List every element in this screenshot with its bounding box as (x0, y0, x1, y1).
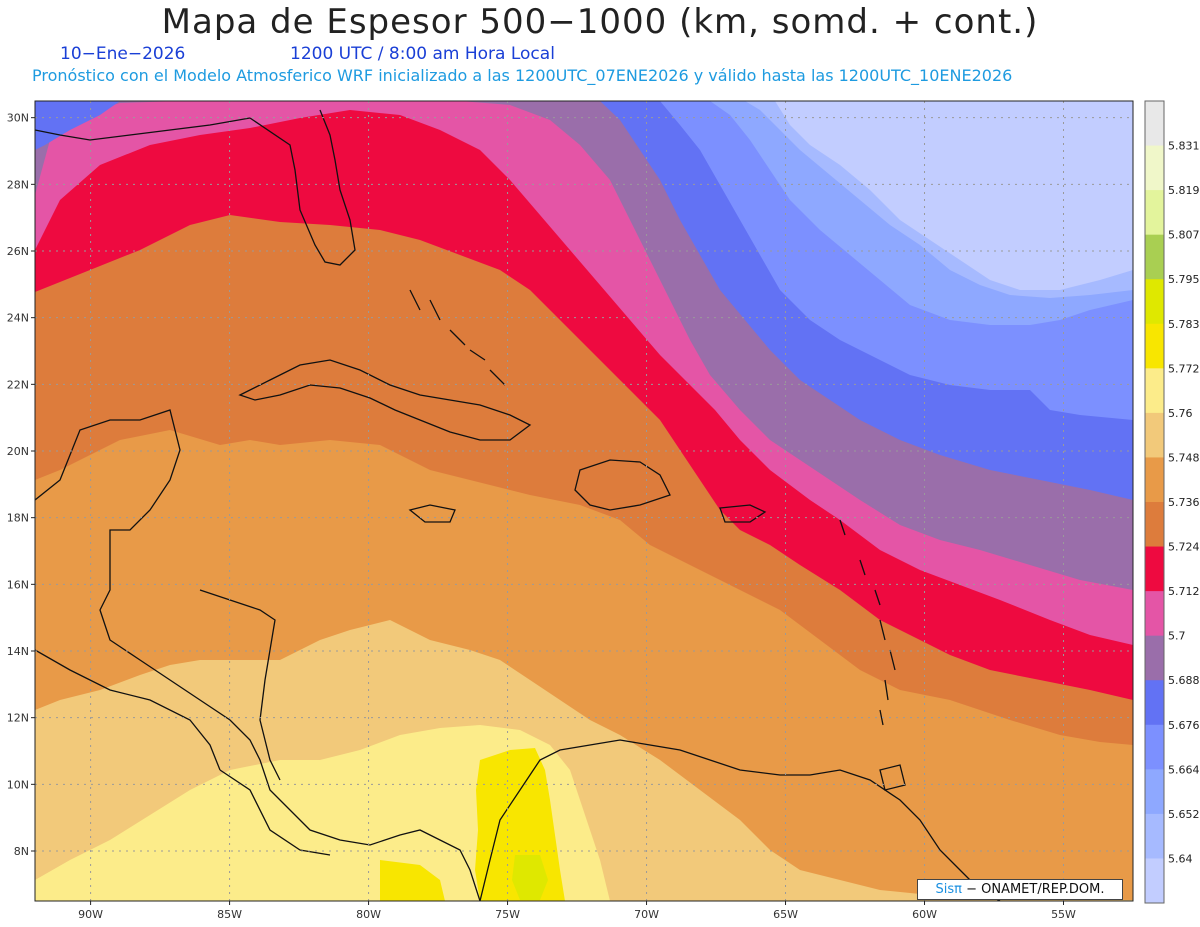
coast-puertorico (719, 504, 767, 523)
credit-brand: Sisπ (935, 882, 962, 897)
coast-hispaniola (574, 459, 671, 511)
colorbar-label: 5.795 (1168, 273, 1200, 286)
lon-tick-label: 80W (356, 908, 381, 921)
map-frame (34, 100, 1134, 902)
page-title: Mapa de Espesor 500−1000 (km, somd. + co… (161, 2, 1039, 42)
coast-antilles (839, 519, 896, 726)
colorbar-swatch (1145, 234, 1164, 280)
coast-florida (249, 109, 356, 266)
colorbar-swatch (1145, 635, 1164, 681)
colorbar-swatch (1145, 368, 1164, 414)
lat-tick-label: 28N (7, 178, 29, 191)
date-label: 10−Ene−2026 (60, 44, 186, 64)
coast-mexico-pacific (35, 649, 221, 771)
colorbar-swatch (1145, 769, 1164, 815)
colorbar-swatch (1145, 412, 1164, 458)
fill-5783 (512, 855, 548, 900)
colorbar-label: 5.724 (1168, 541, 1200, 554)
colorbar-swatch (1145, 502, 1164, 548)
fill-5628 (760, 101, 1133, 290)
colorbar-label: 5.783 (1168, 318, 1200, 331)
colorbar: 5.64 5.652 5.664 5.676 5.688 5.7 5.712 5.724 5.7… (1144, 100, 1200, 904)
coast-bahamas (409, 289, 506, 386)
graticule (35, 101, 1133, 901)
colorbar-label: 5.688 (1168, 674, 1200, 687)
lat-tick-label: 16N (7, 578, 29, 591)
colorbar-label: 5.831 (1168, 140, 1200, 153)
coast-honduras (199, 589, 281, 781)
colorbar-swatch (1145, 101, 1164, 147)
colorbar-label: 5.748 (1168, 451, 1200, 464)
lat-tick-label: 14N (7, 645, 29, 658)
colorbar-swatch (1145, 546, 1164, 592)
fill-5688-corner (35, 101, 120, 150)
colorbar-label: 5.712 (1168, 585, 1200, 598)
colorbar-label: 5.664 (1168, 763, 1200, 776)
lat-tick-label: 30N (7, 112, 29, 125)
colorbar-label: 5.676 (1168, 719, 1200, 732)
lon-tick-label: 55W (1051, 908, 1076, 921)
lat-tick-label: 24N (7, 312, 29, 325)
colorbar-label: 5.819 (1168, 184, 1200, 197)
colorbar-swatch (1145, 323, 1164, 369)
lat-tick-label: 10N (7, 778, 29, 791)
colorbar-swatch (1145, 858, 1164, 904)
lat-tick-label: 12N (7, 712, 29, 725)
lon-tick-label: 70W (634, 908, 659, 921)
colorbar-swatch (1145, 680, 1164, 726)
lat-tick-label: 20N (7, 445, 29, 458)
lon-tick-labels: 90W 85W 80W 75W 70W 65W 60W 55W (78, 901, 1076, 921)
fill-5760 (35, 725, 610, 901)
lon-tick-label: 85W (217, 908, 242, 921)
lat-tick-label: 26N (7, 245, 29, 258)
thickness-fill (35, 101, 1133, 901)
fill-5772-panama (380, 860, 445, 901)
coast-yucatan (35, 409, 481, 901)
lat-tick-label: 18N (7, 512, 29, 525)
coast-cuba (238, 359, 532, 441)
fill-5748-spot (590, 800, 630, 845)
time-label: 1200 UTC / 8:00 am Hora Local (290, 44, 555, 64)
forecast-label: Pronóstico con el Modelo Atmosferico WRF… (32, 66, 1013, 85)
lon-tick-label: 90W (78, 908, 103, 921)
coastlines (35, 109, 1001, 901)
coast-trinidad (879, 764, 906, 791)
lon-tick-label: 60W (912, 908, 937, 921)
credit-box: Sisπ − ONAMET/REP.DOM. (917, 879, 1123, 900)
fill-5772 (475, 748, 565, 901)
credit-text: − ONAMET/REP.DOM. (961, 882, 1105, 897)
colorbar-swatch (1145, 457, 1164, 503)
coast-colombia (479, 739, 1001, 901)
colorbar-frame (1144, 100, 1165, 904)
coast-costarica (219, 769, 331, 856)
lat-tick-labels: 30N 28N 26N 24N 22N 20N 18N 16N 14N 12N 10N 8N (7, 112, 35, 858)
colorbar-swatch (1145, 591, 1164, 637)
lon-tick-label: 65W (773, 908, 798, 921)
colorbar-label: 5.807 (1168, 229, 1200, 242)
colorbar-swatch (1145, 724, 1164, 770)
colorbar-label: 5.772 (1168, 362, 1200, 375)
colorbar-swatch (1145, 813, 1164, 859)
colorbar-label: 5.652 (1168, 808, 1200, 821)
colorbar-swatch (1145, 145, 1164, 191)
colorbar-label: 5.736 (1168, 496, 1200, 509)
colorbar-label: 5.76 (1168, 407, 1193, 420)
lat-tick-label: 22N (7, 378, 29, 391)
lat-tick-label: 8N (14, 845, 29, 858)
colorbar-label: 5.7 (1168, 630, 1186, 643)
coast-gulf (35, 117, 251, 141)
lon-tick-label: 75W (495, 908, 520, 921)
colorbar-label: 5.64 (1168, 852, 1193, 865)
colorbar-swatch (1145, 190, 1164, 236)
colorbar-swatch (1145, 279, 1164, 325)
coast-jamaica (408, 504, 456, 523)
